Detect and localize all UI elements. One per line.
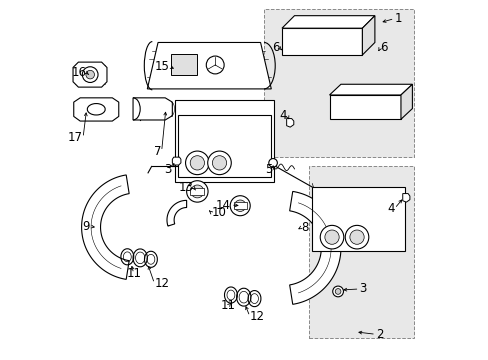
Circle shape [206,56,224,74]
Text: 10: 10 [211,206,226,219]
Bar [171,54,197,75]
Circle shape [86,70,94,79]
Polygon shape [172,157,181,165]
Polygon shape [81,175,129,279]
Circle shape [207,151,231,175]
Text: 14: 14 [216,198,230,212]
Text: 17: 17 [68,131,83,144]
Text: 4: 4 [279,109,287,122]
Bar [282,28,362,55]
Bar [178,114,271,177]
Bar [308,166,413,338]
Circle shape [185,151,209,175]
Bar [312,187,405,251]
Circle shape [332,286,343,297]
Circle shape [349,230,364,244]
Text: 6: 6 [380,41,387,54]
Bar [175,100,274,182]
Text: 11: 11 [126,267,141,280]
Polygon shape [286,118,293,127]
Text: 9: 9 [82,220,90,233]
Circle shape [320,225,343,249]
Text: 13: 13 [179,181,193,194]
Text: 1: 1 [394,12,401,25]
Text: 3: 3 [359,283,366,296]
Text: 3: 3 [163,163,171,176]
Polygon shape [400,84,411,119]
Polygon shape [166,201,186,226]
Polygon shape [133,98,172,120]
Circle shape [234,200,245,211]
Text: 5: 5 [264,163,272,176]
Circle shape [345,225,368,249]
Text: 12: 12 [154,277,169,290]
Text: 11: 11 [221,299,235,312]
Polygon shape [329,84,411,95]
Text: 8: 8 [301,221,308,234]
Circle shape [186,181,207,202]
Circle shape [335,289,340,294]
Text: 2: 2 [375,328,383,341]
Polygon shape [402,194,409,202]
Polygon shape [73,62,107,87]
Circle shape [230,196,250,216]
Circle shape [212,156,226,170]
Bar [233,202,246,209]
Circle shape [324,230,339,244]
Text: 7: 7 [154,145,162,158]
Bar [190,188,204,195]
Circle shape [82,67,98,82]
Text: 15: 15 [154,60,169,73]
Text: 12: 12 [249,310,264,323]
Text: 16: 16 [71,66,86,79]
Bar [329,95,400,119]
Circle shape [190,156,204,170]
Text: 6: 6 [271,41,279,54]
Text: 4: 4 [386,202,394,215]
Polygon shape [289,192,340,304]
Polygon shape [362,16,374,55]
Polygon shape [147,42,271,89]
Circle shape [268,158,277,167]
Bar [264,9,413,157]
Polygon shape [74,98,119,121]
Circle shape [190,185,203,198]
Polygon shape [282,16,374,28]
